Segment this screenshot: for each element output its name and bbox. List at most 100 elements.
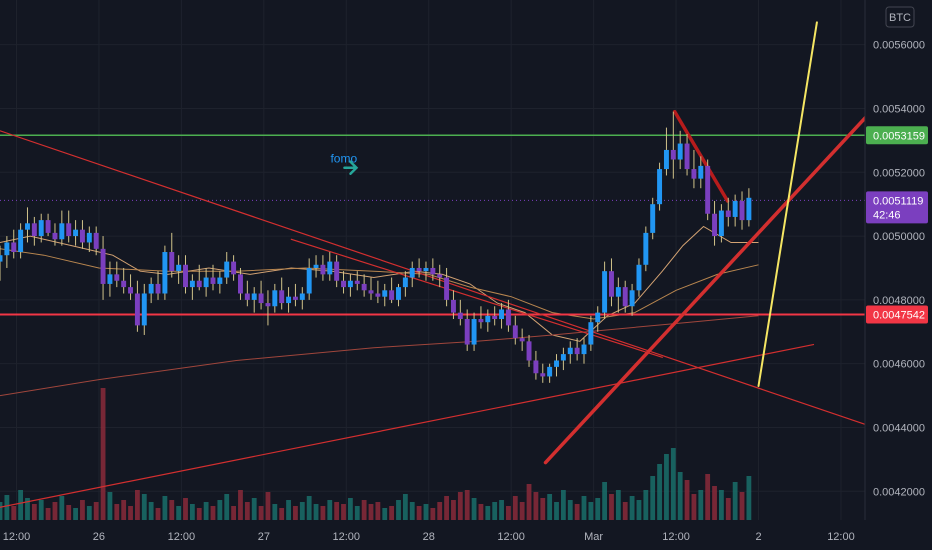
price-tick-label: 0.0042000 bbox=[873, 486, 925, 498]
time-tick-label: Mar bbox=[584, 531, 603, 543]
candles bbox=[0, 111, 752, 383]
currency-label: BTC bbox=[889, 12, 911, 24]
candle bbox=[121, 267, 127, 294]
candle-body bbox=[38, 220, 44, 237]
candle bbox=[134, 280, 140, 332]
candle-body bbox=[622, 287, 628, 307]
ascending-thin-trendline[interactable] bbox=[0, 343, 815, 508]
candle bbox=[485, 309, 491, 332]
candle-body bbox=[430, 267, 436, 275]
candle bbox=[457, 299, 463, 326]
candle bbox=[114, 261, 120, 288]
candle-body bbox=[698, 165, 704, 179]
volume-bar bbox=[189, 504, 195, 520]
candle bbox=[258, 280, 264, 310]
candle-body bbox=[670, 149, 676, 160]
price-tick-label: 0.0054000 bbox=[873, 103, 925, 115]
volume-bar bbox=[615, 490, 621, 520]
candle-body bbox=[320, 264, 326, 275]
candle bbox=[636, 258, 642, 297]
volume-bar bbox=[389, 506, 395, 520]
candle bbox=[540, 363, 546, 383]
currency-badge[interactable]: BTC bbox=[885, 6, 915, 28]
volume-bar bbox=[31, 504, 37, 520]
candle-body bbox=[650, 204, 656, 233]
support-badge bbox=[866, 305, 928, 324]
candle bbox=[732, 194, 738, 227]
candle-body bbox=[423, 267, 429, 272]
ma-mid-line bbox=[0, 248, 759, 320]
volume-bar bbox=[437, 502, 443, 520]
volume-bars bbox=[0, 388, 752, 520]
candle bbox=[141, 283, 147, 335]
candle-body bbox=[375, 293, 381, 297]
candle bbox=[402, 271, 408, 297]
candle-body bbox=[148, 283, 154, 294]
candle bbox=[691, 149, 697, 189]
volume-bar bbox=[423, 504, 429, 520]
candle bbox=[725, 197, 731, 227]
volume-bar bbox=[396, 500, 401, 520]
candle bbox=[512, 315, 518, 345]
volume-bar bbox=[464, 490, 470, 520]
candle-body bbox=[718, 210, 724, 237]
grid bbox=[0, 0, 865, 520]
candle-body bbox=[464, 319, 470, 345]
price-tick-label: 0.0046000 bbox=[873, 359, 925, 371]
volume-bar bbox=[18, 490, 24, 520]
candle bbox=[416, 258, 422, 278]
candle-body bbox=[732, 200, 738, 217]
candle bbox=[11, 229, 17, 259]
volume-bar bbox=[141, 494, 147, 520]
candle-body bbox=[457, 312, 463, 320]
candle bbox=[677, 130, 683, 170]
candle bbox=[320, 255, 326, 281]
candle-body bbox=[251, 293, 257, 300]
candle bbox=[354, 271, 360, 291]
candle-body bbox=[31, 223, 37, 237]
candle-body bbox=[712, 213, 718, 237]
volume-bar bbox=[581, 496, 587, 520]
candle bbox=[183, 255, 188, 294]
candle-body bbox=[128, 287, 134, 294]
candle-body bbox=[59, 223, 65, 240]
arrow-right-icon bbox=[343, 160, 359, 175]
volume-bar bbox=[45, 508, 51, 520]
yellow-projection-trendline[interactable] bbox=[757, 21, 818, 388]
volume-bar bbox=[409, 502, 415, 520]
candle-body bbox=[416, 267, 422, 272]
time-axis[interactable]: 12:00 26 12:00 27 12:00 28 12:00 Mar 12:00 2 12:00 bbox=[3, 531, 855, 543]
candle-body bbox=[176, 264, 182, 272]
volume-bar bbox=[162, 496, 168, 520]
candle bbox=[244, 280, 250, 307]
candle bbox=[547, 363, 553, 383]
volume-bar bbox=[554, 502, 559, 520]
candle bbox=[93, 226, 99, 256]
candle bbox=[334, 255, 340, 288]
candle bbox=[663, 127, 669, 176]
candle bbox=[79, 220, 85, 249]
candle-body bbox=[547, 366, 553, 377]
volume-bar bbox=[746, 476, 752, 520]
candle-body bbox=[478, 319, 484, 323]
candle bbox=[148, 277, 154, 304]
support-diagonal-thick-trendline[interactable] bbox=[543, 116, 867, 465]
candle-body bbox=[485, 315, 491, 323]
volume-bar bbox=[347, 498, 353, 520]
volume-bar bbox=[341, 504, 346, 520]
breakout-thin-trendline[interactable] bbox=[290, 238, 663, 358]
candle bbox=[670, 111, 676, 179]
candle bbox=[499, 303, 505, 329]
candle-body bbox=[189, 280, 195, 288]
volume-bar bbox=[107, 492, 113, 520]
volume-bar bbox=[80, 500, 85, 520]
volume-bar bbox=[444, 496, 449, 520]
volume-bar bbox=[560, 490, 566, 520]
candle bbox=[396, 283, 401, 307]
volume-bar bbox=[725, 498, 731, 520]
candle bbox=[341, 271, 346, 294]
volume-bar bbox=[279, 508, 285, 520]
price-axis-panel[interactable] bbox=[865, 0, 932, 550]
candle bbox=[231, 255, 237, 281]
